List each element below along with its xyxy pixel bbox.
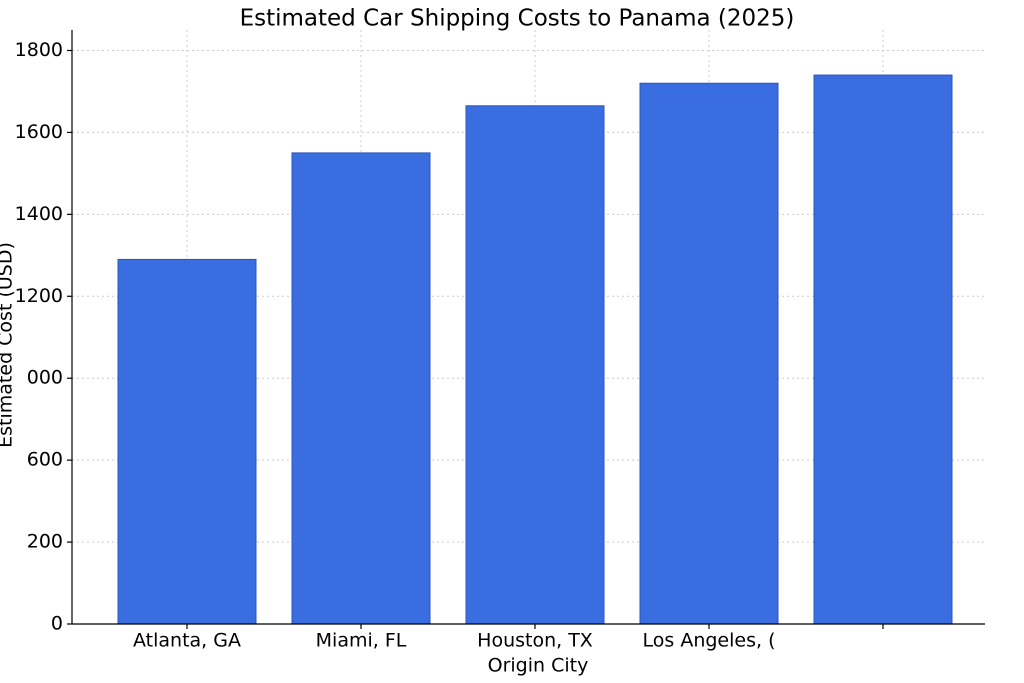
y-tick-label: 000 [27,367,63,389]
y-tick-label: 1200 [15,285,63,307]
y-tick-label: 0 [51,613,63,635]
y-tick-label: 1600 [15,121,63,143]
bar [639,82,779,625]
y-tick-label: 1800 [15,39,63,61]
y-axis-label: Estimated Cost (USD) [0,242,17,448]
x-tick-label: Miami, FL [316,630,407,652]
x-tick-label: Los Angeles, ( [643,630,776,652]
x-tick-label: Houston, TX [477,630,593,652]
y-tick-label: 1400 [15,203,63,225]
bar [117,258,257,625]
bar [291,152,431,625]
x-axis-label: Origin City [488,655,589,677]
bar [465,105,605,625]
chart-title: Estimated Car Shipping Costs to Panama (… [240,6,795,32]
y-tick-label: 600 [27,449,63,471]
y-tick-label: 200 [27,531,63,553]
bar [813,74,953,625]
x-tick-label: Atlanta, GA [133,630,241,652]
